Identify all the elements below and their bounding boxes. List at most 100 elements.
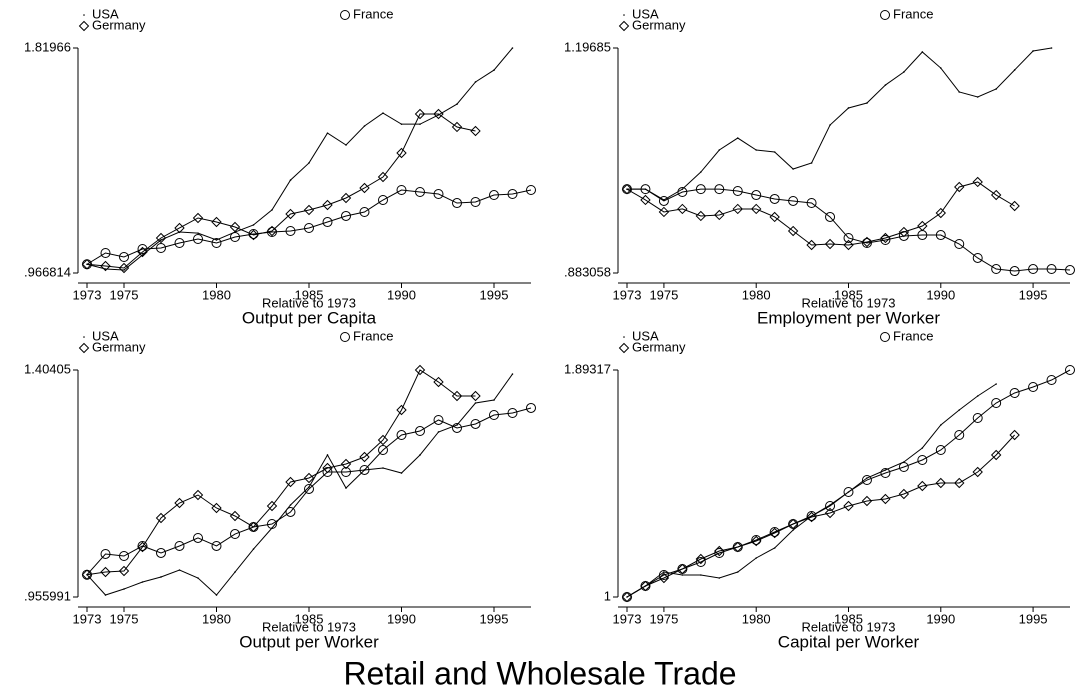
figure-title: Retail and Wholesale Trade bbox=[343, 655, 736, 691]
marker-dot bbox=[866, 102, 868, 104]
marker-circle bbox=[972, 413, 983, 424]
marker-dot bbox=[400, 123, 403, 125]
marker-dot bbox=[474, 81, 477, 83]
marker-circle bbox=[526, 185, 536, 196]
marker-circle bbox=[285, 226, 296, 237]
marker-diamond bbox=[322, 199, 333, 211]
marker-circle bbox=[211, 540, 222, 551]
marker-dot bbox=[289, 504, 292, 506]
marker-circle bbox=[489, 190, 499, 201]
marker-dot bbox=[810, 162, 813, 164]
marker-dot bbox=[700, 574, 702, 576]
marker-dot bbox=[141, 581, 144, 583]
y-tick-label: 1.89317 bbox=[564, 361, 611, 376]
marker-circle bbox=[378, 445, 388, 456]
marker-circle bbox=[304, 483, 314, 494]
marker-circle bbox=[267, 518, 277, 529]
marker-dot bbox=[884, 84, 887, 86]
marker-dot bbox=[345, 487, 347, 489]
marker-circle bbox=[341, 210, 351, 221]
marker-dot bbox=[197, 577, 199, 579]
marker-circle bbox=[861, 475, 872, 486]
marker-dot bbox=[271, 209, 273, 211]
legend-label: USA bbox=[632, 328, 659, 343]
marker-diamond bbox=[285, 208, 296, 220]
y-tick-label: .966814 bbox=[24, 264, 71, 279]
marker-circle bbox=[991, 264, 1002, 275]
marker-circle bbox=[658, 195, 669, 206]
marker-diamond bbox=[396, 404, 407, 416]
legend-symbol bbox=[83, 14, 85, 16]
marker-circle bbox=[1009, 387, 1020, 398]
marker-circle bbox=[640, 184, 651, 195]
marker-diamond bbox=[714, 545, 725, 557]
marker-dot bbox=[829, 124, 831, 126]
marker-circle bbox=[658, 569, 669, 580]
marker-diamond bbox=[155, 232, 167, 244]
marker-diamond bbox=[229, 510, 241, 522]
marker-dot bbox=[681, 188, 684, 190]
legend-symbol bbox=[623, 336, 625, 338]
marker-dot bbox=[493, 69, 495, 71]
marker-dot bbox=[792, 529, 794, 531]
marker-dot bbox=[400, 472, 403, 474]
marker-circle bbox=[304, 222, 314, 233]
legend-label: Germany bbox=[632, 17, 686, 32]
x-tick-label: 1985 bbox=[834, 611, 863, 626]
marker-dot bbox=[419, 123, 421, 125]
marker-circle bbox=[1065, 365, 1075, 375]
marker-diamond bbox=[81, 259, 93, 270]
y-tick-label: 1.19685 bbox=[564, 39, 611, 54]
marker-dot bbox=[104, 594, 107, 596]
marker-diamond bbox=[155, 512, 167, 524]
marker-dot bbox=[382, 467, 384, 469]
legend-symbol bbox=[880, 332, 890, 342]
marker-diamond bbox=[229, 221, 241, 233]
marker-dot bbox=[215, 594, 218, 596]
marker-circle bbox=[433, 414, 444, 425]
marker-dot bbox=[903, 71, 905, 73]
marker-circle bbox=[695, 184, 706, 195]
x-axis-label: Relative to 1973 bbox=[802, 619, 896, 634]
legend-symbol bbox=[618, 342, 630, 354]
marker-circle bbox=[714, 184, 725, 195]
x-tick-label: 1995 bbox=[480, 287, 509, 302]
x-tick-label: 1973 bbox=[73, 287, 102, 302]
marker-circle bbox=[396, 185, 407, 196]
marker-circle bbox=[359, 207, 370, 218]
marker-dot bbox=[939, 67, 942, 69]
marker-circle bbox=[230, 529, 240, 540]
marker-circle bbox=[935, 230, 946, 241]
marker-dot bbox=[178, 569, 181, 571]
marker-circle bbox=[174, 540, 185, 551]
marker-dot bbox=[308, 162, 310, 164]
marker-dot bbox=[1013, 69, 1016, 71]
marker-diamond bbox=[433, 376, 444, 388]
marker-diamond bbox=[732, 203, 743, 215]
marker-circle bbox=[193, 233, 203, 244]
marker-diamond bbox=[861, 236, 873, 248]
marker-diamond bbox=[377, 434, 389, 446]
legend-symbol bbox=[618, 20, 630, 32]
marker-diamond bbox=[806, 239, 817, 251]
legend-label: France bbox=[353, 328, 393, 343]
marker-diamond bbox=[414, 108, 426, 120]
marker-diamond bbox=[266, 225, 278, 237]
marker-dot bbox=[884, 469, 887, 471]
marker-circle bbox=[156, 242, 166, 253]
x-tick-label: 1973 bbox=[613, 611, 642, 626]
marker-diamond bbox=[898, 488, 910, 500]
marker-dot bbox=[976, 96, 979, 98]
marker-dot bbox=[921, 51, 924, 53]
marker-diamond bbox=[1009, 200, 1020, 212]
marker-dot bbox=[456, 103, 458, 105]
marker-dot bbox=[160, 239, 162, 241]
marker-diamond bbox=[824, 507, 836, 519]
marker-circle bbox=[1028, 381, 1039, 392]
marker-circle bbox=[972, 252, 983, 263]
marker-dot bbox=[308, 486, 310, 488]
marker-diamond bbox=[433, 108, 444, 120]
marker-dot bbox=[419, 454, 421, 456]
marker-diamond bbox=[137, 246, 148, 258]
